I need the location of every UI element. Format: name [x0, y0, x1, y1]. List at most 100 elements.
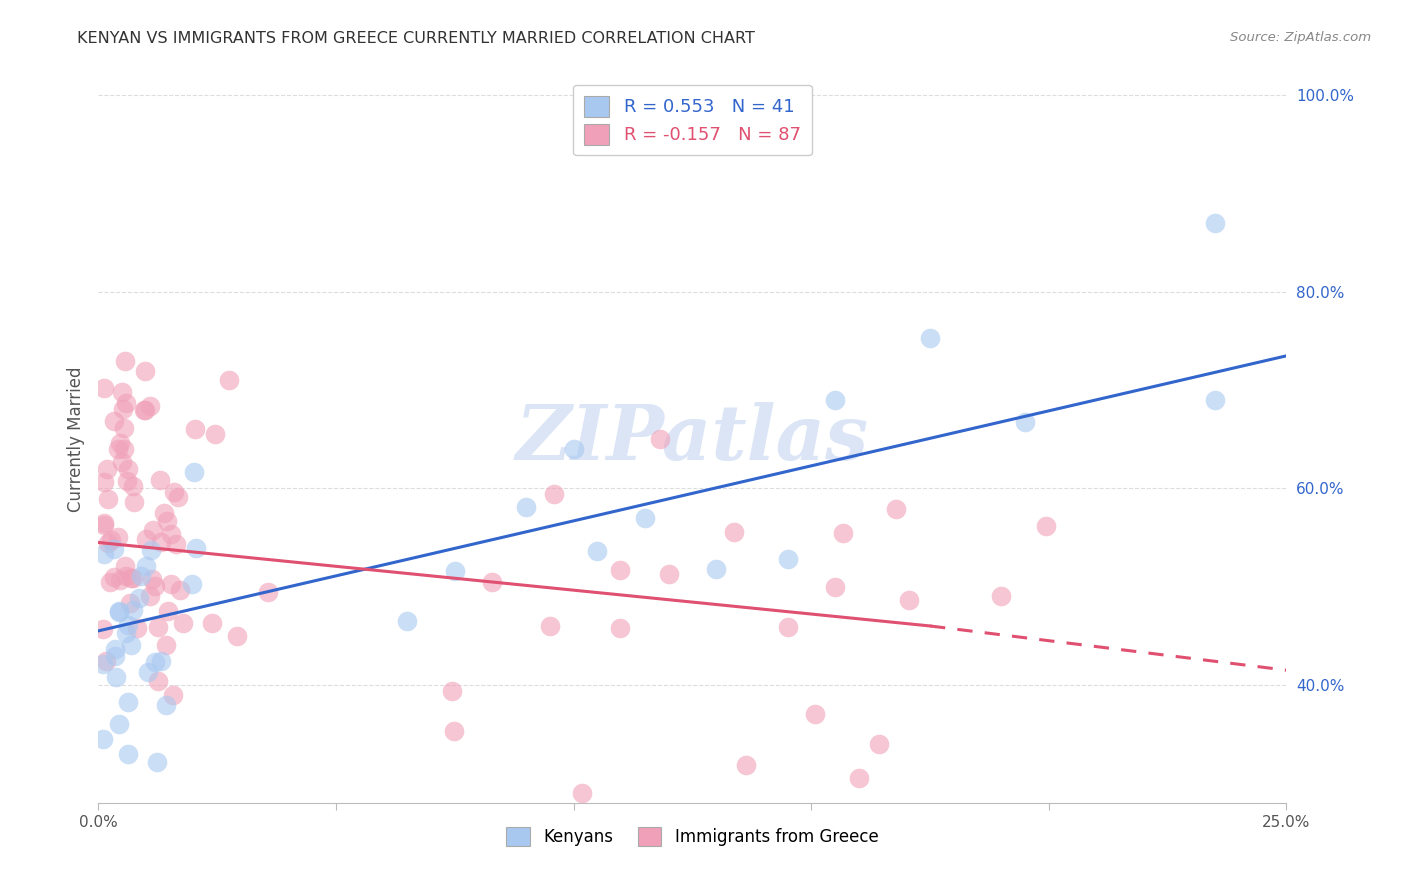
Point: [114, 559, 136, 574]
Point: [122, 603, 145, 617]
Point: [723, 525, 745, 540]
Point: [141, 573, 163, 587]
Point: [93, 517, 115, 532]
Point: [117, 618, 139, 632]
Point: [143, 655, 166, 669]
Point: [148, 674, 170, 689]
Legend: Kenyans, Immigrants from Greece: Kenyans, Immigrants from Greece: [499, 820, 886, 853]
Point: [776, 552, 799, 566]
Text: ZIPatlas: ZIPatlas: [516, 402, 869, 476]
Point: [111, 385, 134, 400]
Point: [108, 573, 131, 587]
Point: [443, 723, 465, 738]
Point: [134, 402, 156, 417]
Point: [104, 670, 127, 684]
Point: [138, 399, 160, 413]
Point: [149, 473, 172, 487]
Point: [112, 442, 135, 457]
Point: [884, 501, 907, 516]
Point: [162, 484, 184, 499]
Point: [658, 567, 681, 582]
Point: [118, 596, 141, 610]
Point: [824, 580, 846, 594]
Point: [848, 771, 870, 785]
Point: [111, 455, 134, 469]
Point: [1014, 415, 1036, 429]
Point: [225, 629, 247, 643]
Point: [93, 381, 115, 395]
Point: [538, 619, 561, 633]
Point: [134, 364, 156, 378]
Point: [218, 373, 240, 387]
Point: [117, 462, 139, 476]
Point: [96, 462, 118, 476]
Point: [172, 615, 194, 630]
Point: [204, 427, 226, 442]
Point: [169, 583, 191, 598]
Point: [441, 684, 464, 698]
Point: [135, 558, 157, 573]
Point: [108, 436, 131, 450]
Point: [115, 474, 138, 488]
Point: [1035, 519, 1057, 533]
Point: [571, 786, 593, 800]
Point: [515, 500, 537, 515]
Point: [201, 616, 224, 631]
Point: [186, 541, 208, 555]
Point: [93, 516, 115, 530]
Text: KENYAN VS IMMIGRANTS FROM GREECE CURRENTLY MARRIED CORRELATION CHART: KENYAN VS IMMIGRANTS FROM GREECE CURRENT…: [77, 31, 755, 46]
Point: [146, 755, 169, 769]
Point: [122, 479, 145, 493]
Point: [97, 491, 120, 506]
Text: Source: ZipAtlas.com: Source: ZipAtlas.com: [1230, 31, 1371, 45]
Point: [183, 465, 205, 479]
Point: [562, 442, 585, 456]
Point: [609, 621, 631, 635]
Point: [134, 402, 156, 417]
Point: [138, 665, 160, 680]
Point: [920, 331, 942, 345]
Point: [103, 542, 125, 557]
Point: [143, 579, 166, 593]
Y-axis label: Currently Married: Currently Married: [66, 367, 84, 512]
Point: [181, 577, 204, 591]
Point: [634, 511, 657, 525]
Point: [156, 514, 179, 528]
Point: [117, 695, 139, 709]
Point: [121, 571, 143, 585]
Point: [117, 747, 139, 761]
Point: [108, 717, 131, 731]
Point: [166, 491, 188, 505]
Point: [111, 402, 134, 417]
Point: [868, 738, 890, 752]
Point: [115, 569, 138, 583]
Point: [1204, 392, 1226, 407]
Point: [114, 353, 136, 368]
Point: [91, 657, 114, 671]
Point: [107, 604, 129, 618]
Point: [129, 569, 152, 583]
Point: [824, 393, 846, 408]
Point: [135, 532, 157, 546]
Point: [162, 688, 184, 702]
Point: [128, 591, 150, 605]
Point: [586, 543, 609, 558]
Point: [648, 432, 671, 446]
Point: [155, 638, 177, 652]
Point: [153, 506, 176, 520]
Point: [150, 654, 173, 668]
Point: [155, 698, 177, 713]
Point: [107, 442, 129, 457]
Point: [543, 487, 565, 501]
Point: [1204, 216, 1226, 230]
Point: [704, 562, 727, 576]
Point: [122, 495, 145, 509]
Point: [103, 648, 125, 663]
Point: [146, 620, 169, 634]
Point: [115, 626, 138, 640]
Point: [444, 564, 467, 578]
Point: [103, 414, 125, 428]
Point: [91, 622, 114, 636]
Point: [120, 638, 142, 652]
Point: [990, 590, 1012, 604]
